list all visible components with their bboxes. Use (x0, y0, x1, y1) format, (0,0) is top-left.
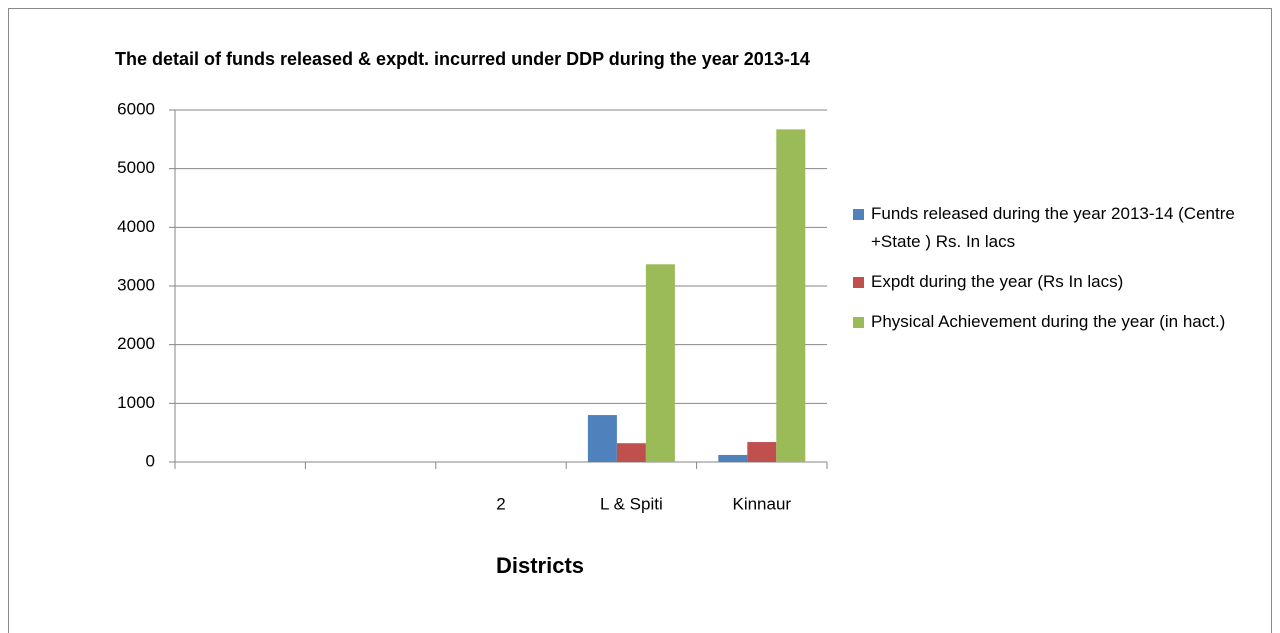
bar (587, 415, 617, 462)
x-tick-label: 2 (496, 494, 505, 513)
legend-swatch (853, 209, 864, 220)
bar (718, 454, 748, 462)
y-tick-label: 0 (146, 451, 155, 470)
legend: Funds released during the year 2013-14 (… (853, 200, 1253, 348)
chart-frame (8, 8, 1272, 633)
y-tick-label: 3000 (117, 275, 155, 294)
chart-title: The detail of funds released & expdt. in… (115, 49, 810, 69)
bar (747, 442, 777, 462)
legend-swatch (853, 277, 864, 288)
legend-label: Funds released during the year 2013-14 (… (871, 204, 1235, 251)
legend-item: Physical Achievement during the year (in… (853, 308, 1241, 336)
y-tick-label: 4000 (117, 217, 155, 236)
legend-item: Funds released during the year 2013-14 (… (853, 200, 1241, 256)
y-tick-label: 1000 (117, 393, 155, 412)
bar (616, 443, 646, 462)
y-tick-label: 2000 (117, 334, 155, 353)
legend-label: Expdt during the year (Rs In lacs) (871, 272, 1124, 291)
bar (645, 264, 675, 462)
x-tick-label: Kinnaur (732, 494, 791, 513)
legend-swatch (853, 317, 864, 328)
bar (776, 129, 806, 463)
legend-label: Physical Achievement during the year (in… (871, 312, 1226, 331)
y-tick-label: 6000 (117, 99, 155, 118)
y-tick-label: 5000 (117, 158, 155, 177)
x-tick-label: L & Spiti (600, 494, 663, 513)
x-axis-title: Districts (496, 553, 584, 578)
legend-item: Expdt during the year (Rs In lacs) (853, 268, 1241, 296)
